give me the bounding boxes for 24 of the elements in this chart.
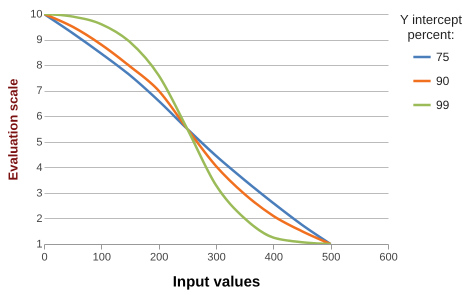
x-tick-label: 300	[207, 252, 226, 264]
legend-title: Y intercept percent:	[400, 12, 462, 42]
y-tick-label: 8	[36, 60, 42, 72]
x-tick-label: 400	[264, 252, 284, 264]
legend-label: 99	[436, 98, 450, 112]
x-axis-title: Input values	[172, 274, 260, 290]
x-tick-label: 200	[150, 252, 168, 264]
legend-label: 75	[436, 50, 450, 64]
y-tick-label: 3	[36, 187, 42, 200]
y-tick-label: 7	[36, 85, 42, 98]
y-tick-label: 4	[36, 162, 42, 174]
y-tick-label: 6	[36, 110, 42, 123]
line-series	[44, 14, 332, 244]
x-tick-label: 500	[322, 252, 340, 264]
y-tick-label: 10	[30, 8, 42, 20]
legend-label: 90	[436, 74, 450, 88]
y-tick-label: 9	[36, 34, 42, 46]
y-tick-label: 5	[36, 136, 42, 148]
y-tick-label: 1	[36, 238, 42, 250]
x-tick-label: 0	[41, 252, 48, 264]
y-tick-label: 2	[36, 212, 42, 225]
y-axis-title: Evaluation scale	[5, 78, 20, 180]
x-tick-label: 600	[379, 252, 398, 264]
x-tick-label: 100	[92, 252, 112, 264]
